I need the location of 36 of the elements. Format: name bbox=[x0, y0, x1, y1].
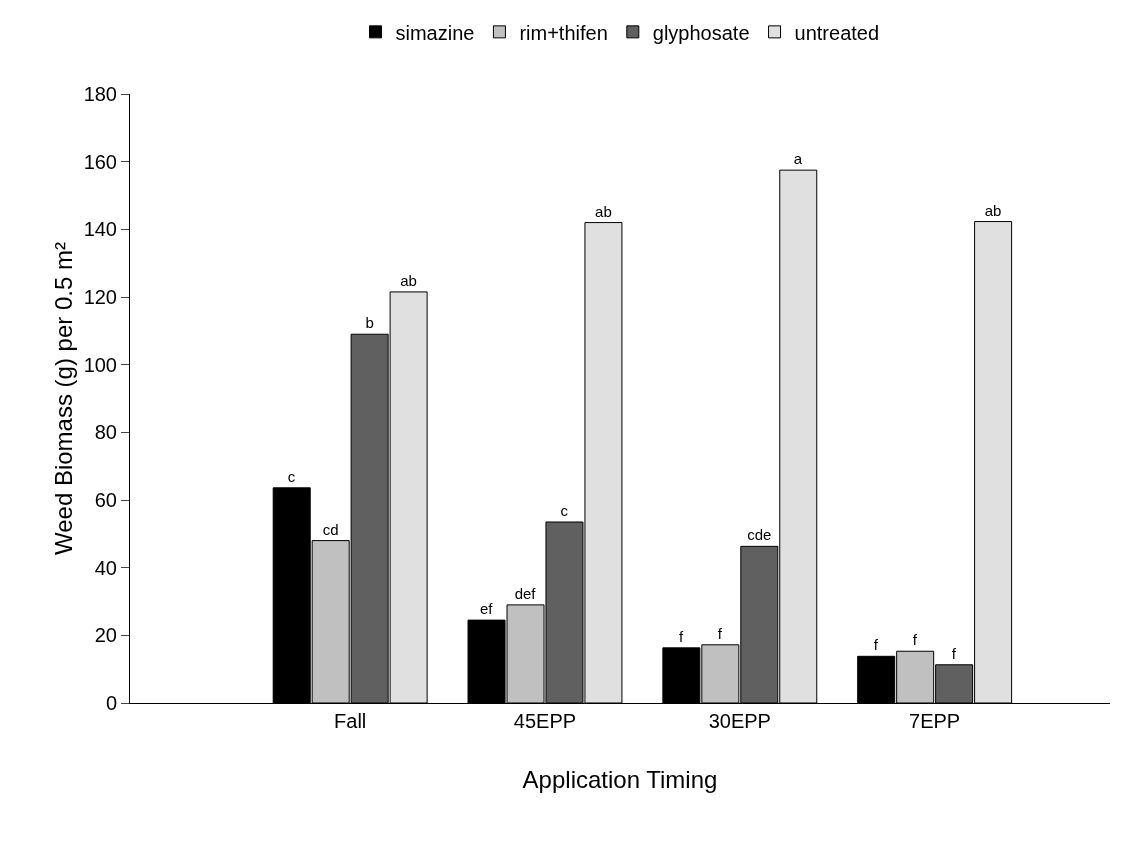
data-label: ab bbox=[400, 271, 417, 289]
x-tick-label: 7EPP bbox=[909, 710, 961, 732]
data-label: ab bbox=[984, 201, 1002, 219]
data-label: ef bbox=[479, 600, 494, 618]
legend-label: glyphosate bbox=[652, 21, 750, 44]
data-label: ab bbox=[595, 202, 612, 220]
data-label: cd bbox=[322, 520, 339, 538]
data-label: b bbox=[365, 314, 374, 332]
y-tick-label: 80 bbox=[94, 421, 117, 444]
data-label: f bbox=[873, 636, 879, 654]
x-axis-title: Application Timing bbox=[522, 766, 718, 794]
data-label: cde bbox=[747, 526, 772, 544]
y-tick-label: 60 bbox=[94, 489, 117, 511]
y-axis-title: Weed Biomass (g) per 0.5 m² bbox=[50, 242, 77, 555]
y-tick-label: 160 bbox=[83, 150, 117, 173]
data-label: c bbox=[287, 467, 296, 485]
y-tick-label: 180 bbox=[83, 83, 117, 105]
x-tick-label: 45EPP bbox=[513, 710, 577, 732]
y-tick-label: 0 bbox=[105, 692, 117, 714]
data-label: c bbox=[560, 501, 569, 519]
legend-label: untreated bbox=[794, 21, 880, 44]
data-label: def bbox=[514, 584, 537, 602]
legend-label: rim+thifen bbox=[519, 21, 608, 44]
y-tick-label: 120 bbox=[83, 286, 117, 308]
y-tick-label: 140 bbox=[83, 218, 117, 241]
x-tick-label: 30EPP bbox=[708, 710, 771, 732]
data-label: f bbox=[678, 627, 684, 645]
y-tick-label: 40 bbox=[94, 556, 117, 579]
legend-label: simazine bbox=[395, 21, 475, 44]
data-label: f bbox=[912, 631, 918, 649]
x-tick-label: Fall bbox=[334, 710, 367, 732]
y-tick-label: 20 bbox=[94, 624, 117, 647]
data-label: a bbox=[793, 150, 803, 168]
data-label: f bbox=[717, 624, 723, 642]
y-tick-label: 100 bbox=[83, 353, 117, 376]
data-label: f bbox=[951, 644, 957, 662]
